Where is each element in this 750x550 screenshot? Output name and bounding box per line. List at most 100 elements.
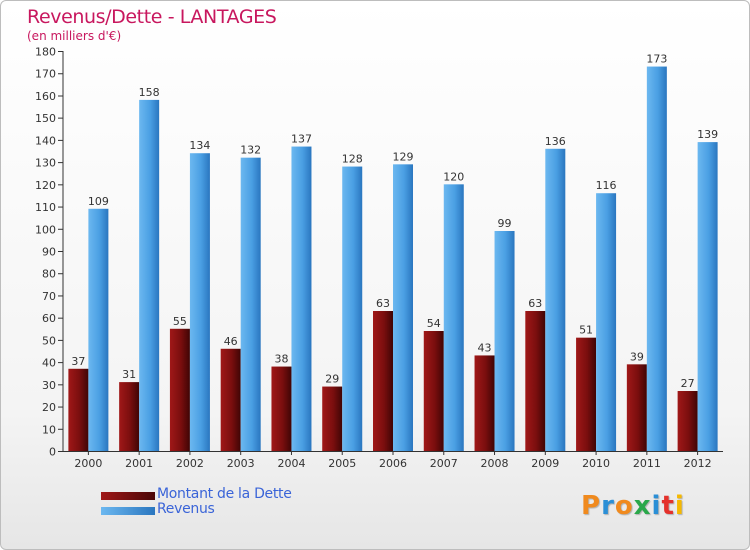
bar-revenus — [494, 231, 515, 451]
bar-dette — [68, 368, 89, 451]
y-tick-label: 110 — [35, 201, 56, 214]
bar-dette — [119, 382, 140, 451]
bar-revenus — [443, 184, 464, 452]
data-label-revenus: 139 — [697, 128, 718, 141]
y-tick-label: 180 — [35, 46, 56, 59]
x-axis: 2000 2001 2002 2003 2004 2005 2006 2007 2008 2009… — [63, 451, 723, 470]
data-label-revenus: 128 — [342, 153, 363, 166]
bar-dette — [169, 328, 190, 451]
data-label-revenus: 134 — [189, 139, 210, 152]
data-label-revenus: 129 — [393, 150, 414, 163]
data-label-dette: 55 — [173, 315, 187, 328]
data-label-dette: 39 — [630, 350, 644, 363]
x-tick-label: 2002 — [176, 457, 204, 470]
x-tick-label: 2011 — [633, 457, 661, 470]
data-label-dette: 43 — [478, 341, 492, 354]
bar-revenus — [545, 148, 566, 451]
bar-revenus — [240, 157, 261, 451]
x-tick-label: 2012 — [684, 457, 712, 470]
y-tick-label: 0 — [49, 446, 56, 459]
bar-revenus — [88, 208, 109, 451]
y-tick-label: 30 — [42, 379, 56, 392]
x-tick-label: 2008 — [481, 457, 509, 470]
x-tick-label: 2007 — [430, 457, 458, 470]
data-label-dette: 38 — [274, 353, 288, 366]
y-tick-label: 70 — [42, 290, 56, 303]
data-label-dette: 63 — [528, 297, 542, 310]
logo-letter: o — [614, 491, 634, 521]
bar-dette — [423, 331, 444, 451]
bar-revenus — [342, 166, 363, 452]
legend-swatch-dette — [101, 492, 155, 500]
y-tick-label: 120 — [35, 179, 56, 192]
bar-dette — [220, 348, 241, 451]
data-label-dette: 29 — [325, 373, 339, 386]
bar-revenus — [596, 193, 617, 451]
bar-dette — [677, 391, 698, 451]
proxiti-logo: Proxiti — [581, 491, 685, 521]
data-label-dette: 37 — [71, 355, 85, 368]
x-tick-label: 2009 — [531, 457, 559, 470]
y-axis: 0 10 20 30 40 50 60 70 80 90 100 110 120 130 140 150 160… — [35, 46, 64, 459]
bar-revenus — [189, 153, 210, 451]
y-tick-label: 130 — [35, 157, 56, 170]
bar-dette — [474, 355, 495, 451]
data-labels-layer: 37 109 31 158 55 134 46 132 38 137 29 128 63 129 54 120… — [71, 53, 718, 390]
data-label-revenus: 116 — [596, 179, 617, 192]
data-label-revenus: 137 — [291, 133, 312, 146]
bar-dette — [322, 386, 343, 451]
bar-dette — [626, 364, 647, 451]
bars-layer — [68, 66, 718, 452]
x-tick-label: 2001 — [125, 457, 153, 470]
y-tick-label: 170 — [35, 68, 56, 81]
logo-letter: r — [601, 491, 615, 521]
bar-dette — [271, 366, 292, 451]
bar-revenus — [291, 146, 312, 452]
bar-revenus — [393, 164, 413, 452]
data-label-dette: 31 — [122, 368, 136, 381]
logo-letter: i — [651, 491, 662, 521]
data-label-dette: 63 — [376, 297, 390, 310]
data-label-revenus: 136 — [545, 135, 566, 148]
data-label-revenus: 158 — [139, 86, 160, 99]
logo-letter: i — [674, 491, 685, 521]
x-tick-label: 2010 — [582, 457, 610, 470]
data-label-revenus: 132 — [240, 144, 261, 157]
x-tick-label: 2005 — [328, 457, 356, 470]
x-tick-label: 2004 — [277, 457, 305, 470]
y-tick-label: 20 — [42, 401, 56, 414]
bar-dette — [525, 311, 546, 451]
x-tick-label: 2006 — [379, 457, 407, 470]
bar-revenus — [646, 66, 667, 452]
y-tick-label: 10 — [42, 423, 56, 436]
data-label-revenus: 99 — [498, 217, 512, 230]
legend-swatch-revenus — [101, 507, 155, 515]
data-label-dette: 46 — [224, 335, 238, 348]
x-tick-label: 2000 — [74, 457, 102, 470]
y-tick-label: 90 — [42, 246, 56, 259]
chart-title: Revenus/Dette - LANTAGES — [27, 6, 277, 28]
bar-revenus — [139, 99, 160, 451]
y-tick-label: 40 — [42, 357, 56, 370]
logo-letter: x — [633, 491, 652, 521]
chart-subtitle: (en milliers d'€) — [27, 29, 122, 43]
data-label-dette: 27 — [681, 377, 695, 390]
y-tick-label: 150 — [35, 112, 56, 125]
data-label-revenus: 120 — [443, 170, 464, 183]
logo-letter: P — [581, 491, 602, 521]
y-tick-label: 80 — [42, 268, 56, 281]
bar-dette — [373, 311, 393, 451]
data-label-revenus: 109 — [88, 195, 109, 208]
bar-revenus — [697, 142, 718, 451]
x-tick-label: 2003 — [227, 457, 255, 470]
legend-label-revenus: Revenus — [157, 501, 215, 517]
data-label-dette: 54 — [427, 317, 441, 330]
logo-letter: t — [661, 491, 675, 521]
y-tick-label: 160 — [35, 90, 56, 103]
data-label-revenus: 173 — [646, 53, 667, 66]
y-tick-label: 60 — [42, 312, 56, 325]
legend-label-dette: Montant de la Dette — [157, 486, 292, 502]
data-label-dette: 51 — [579, 324, 593, 337]
